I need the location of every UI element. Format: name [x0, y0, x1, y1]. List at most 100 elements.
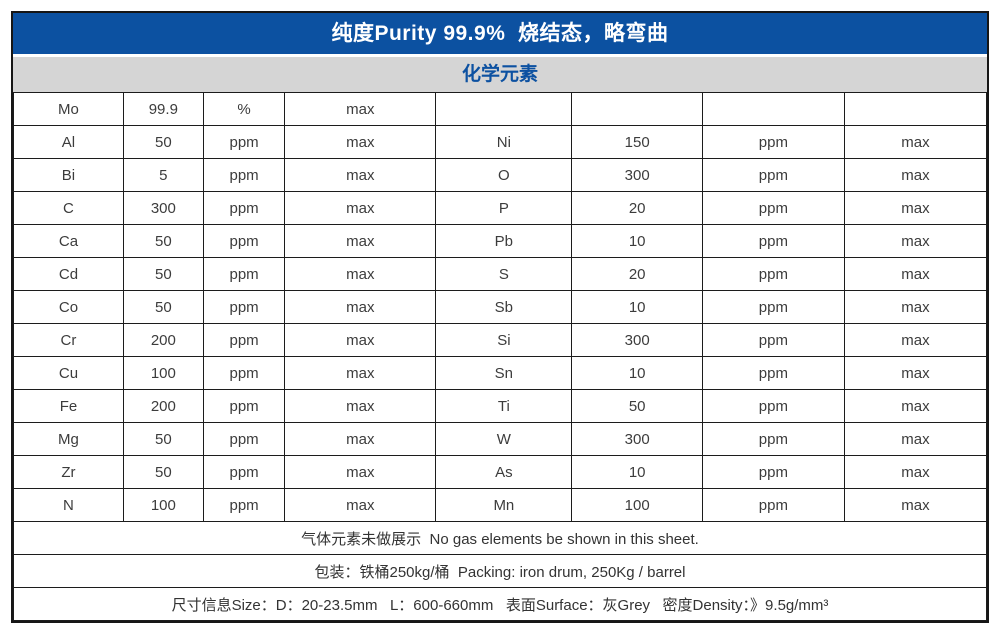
limit-cell: max: [843, 224, 988, 258]
element-cell: W: [435, 422, 573, 456]
element-cell: Cr: [13, 323, 124, 357]
table-row: Al 50 ppm max Ni 150 ppm max: [13, 125, 988, 159]
unit-cell: ppm: [202, 224, 286, 258]
limit-cell: max: [284, 389, 437, 423]
value-cell: 5: [122, 158, 204, 192]
element-cell: O: [435, 158, 573, 192]
unit-cell: ppm: [202, 257, 286, 291]
element-cell: Mo: [13, 92, 124, 126]
value-cell: 50: [122, 422, 204, 456]
limit-cell: max: [284, 488, 437, 522]
element-cell: N: [13, 488, 124, 522]
value-cell: 10: [571, 224, 703, 258]
table-row: Cd 50 ppm max S 20 ppm max: [13, 257, 988, 291]
sheet-title: 纯度Purity 99.9% 烧结态，略弯曲: [13, 13, 987, 57]
table-row: Fe 200 ppm max Ti 50 ppm max: [13, 389, 988, 423]
unit-cell: ppm: [701, 356, 845, 390]
value-cell: [571, 92, 703, 126]
value-cell: 300: [571, 422, 703, 456]
limit-cell: [843, 92, 988, 126]
value-cell: 300: [122, 191, 204, 225]
note-size-surface-density: 尺寸信息Size：D：20-23.5mm L：600-660mm 表面Surfa…: [13, 587, 987, 621]
unit-cell: ppm: [202, 356, 286, 390]
limit-cell: max: [284, 224, 437, 258]
value-cell: 10: [571, 356, 703, 390]
note-gas-elements: 气体元素未做展示 No gas elements be shown in thi…: [13, 521, 987, 555]
table-row: Zr 50 ppm max As 10 ppm max: [13, 455, 988, 489]
limit-cell: max: [843, 290, 988, 324]
value-cell: 50: [122, 257, 204, 291]
limit-cell: max: [843, 455, 988, 489]
value-cell: 300: [571, 323, 703, 357]
unit-cell: ppm: [202, 191, 286, 225]
value-cell: 99.9: [122, 92, 204, 126]
unit-cell: ppm: [701, 191, 845, 225]
value-cell: 10: [571, 290, 703, 324]
table-row: 气体元素未做展示 No gas elements be shown in thi…: [13, 521, 987, 555]
elements-table: Mo 99.9% max Al 50 ppm max Ni 150 ppm max Bi 5 ppm max…: [13, 92, 988, 621]
element-cell: Sn: [435, 356, 573, 390]
unit-cell: ppm: [202, 323, 286, 357]
element-cell: Ni: [435, 125, 573, 159]
value-cell: 150: [571, 125, 703, 159]
unit-cell: ppm: [701, 323, 845, 357]
element-cell: Cu: [13, 356, 124, 390]
element-cell: C: [13, 191, 124, 225]
limit-cell: max: [284, 257, 437, 291]
table-row: Mg 50 ppm max W 300 ppm max: [13, 422, 988, 456]
unit-cell: ppm: [202, 488, 286, 522]
unit-cell: ppm: [701, 125, 845, 159]
unit-cell: ppm: [701, 488, 845, 522]
limit-cell: max: [284, 323, 437, 357]
section-header-chemical-elements: 化学元素: [13, 57, 987, 92]
element-cell: P: [435, 191, 573, 225]
limit-cell: max: [284, 455, 437, 489]
value-cell: 100: [122, 488, 204, 522]
element-cell: Bi: [13, 158, 124, 192]
unit-cell: ppm: [701, 158, 845, 192]
element-cell: Mn: [435, 488, 573, 522]
unit-cell: ppm: [202, 290, 286, 324]
unit-cell: ppm: [701, 257, 845, 291]
limit-cell: max: [843, 389, 988, 423]
element-cell: S: [435, 257, 573, 291]
spec-sheet: 纯度Purity 99.9% 烧结态，略弯曲 化学元素 Mo 99.9% max Al…: [11, 11, 989, 623]
element-cell: Cd: [13, 257, 124, 291]
limit-cell: max: [284, 158, 437, 192]
limit-cell: max: [843, 356, 988, 390]
limit-cell: max: [843, 158, 988, 192]
limit-cell: max: [843, 323, 988, 357]
unit-cell: ppm: [202, 158, 286, 192]
unit-cell: ppm: [701, 224, 845, 258]
value-cell: 20: [571, 191, 703, 225]
element-cell: Si: [435, 323, 573, 357]
element-cell: Al: [13, 125, 124, 159]
unit-cell: ppm: [701, 455, 845, 489]
limit-cell: max: [843, 257, 988, 291]
value-cell: 10: [571, 455, 703, 489]
limit-cell: max: [284, 125, 437, 159]
value-cell: 50: [122, 455, 204, 489]
value-cell: 300: [571, 158, 703, 192]
unit-cell: ppm: [701, 422, 845, 456]
table-row: 包装：铁桶250kg/桶 Packing: iron drum, 250Kg /…: [13, 554, 987, 588]
element-cell: Ca: [13, 224, 124, 258]
value-cell: 20: [571, 257, 703, 291]
table-row: Ca 50 ppm max Pb 10 ppm max: [13, 224, 988, 258]
element-cell: Pb: [435, 224, 573, 258]
element-cell: Co: [13, 290, 124, 324]
table-row: Cu 100 ppm max Sn 10 ppm max: [13, 356, 988, 390]
value-cell: 50: [122, 125, 204, 159]
value-cell: 200: [122, 323, 204, 357]
table-row: Cr 200 ppm max Si 300 ppm max: [13, 323, 988, 357]
element-cell: Ti: [435, 389, 573, 423]
unit-cell: ppm: [202, 389, 286, 423]
limit-cell: max: [843, 191, 988, 225]
unit-cell: ppm: [701, 290, 845, 324]
limit-cell: max: [843, 125, 988, 159]
table-row: N 100 ppm max Mn 100 ppm max: [13, 488, 988, 522]
unit-cell: ppm: [202, 125, 286, 159]
table-row: Mo 99.9% max: [13, 92, 988, 126]
table-row: Bi 5 ppm max O 300 ppm max: [13, 158, 988, 192]
element-cell: Sb: [435, 290, 573, 324]
